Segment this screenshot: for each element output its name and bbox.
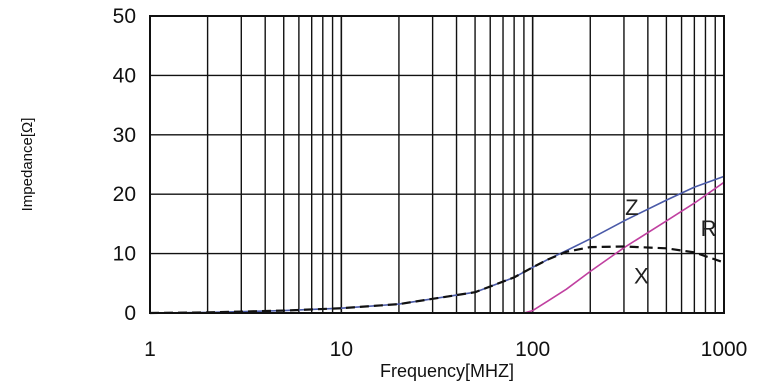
series-label-x: X <box>634 263 649 288</box>
series-label-z: Z <box>625 195 638 220</box>
x-tick-label: 100 <box>515 338 550 361</box>
series-line-z <box>149 175 725 314</box>
series-line-x <box>149 245 725 315</box>
y-tick-label: 20 <box>113 183 136 206</box>
y-tick-label: 30 <box>113 124 136 147</box>
x-tick-label: 1 <box>144 338 156 361</box>
y-tick-label: 0 <box>124 302 136 325</box>
y-tick-label: 10 <box>113 243 136 266</box>
grid-layer <box>150 16 724 313</box>
y-tick-label: 40 <box>113 64 136 87</box>
x-tick-label: 1000 <box>701 338 748 361</box>
y-tick-label: 50 <box>113 5 136 28</box>
plot-frame <box>149 15 725 314</box>
series-label-r: R <box>701 216 717 241</box>
tick-label-layer: 0 10 20 30 40 50 1 10 100 1000 <box>113 5 748 361</box>
x-axis-title: Frequency[MHZ] <box>380 361 514 381</box>
x-tick-label: 10 <box>330 338 353 361</box>
series-label-layer: Z R X <box>625 195 716 288</box>
y-axis-title: Impedance[Ω] <box>19 118 36 212</box>
